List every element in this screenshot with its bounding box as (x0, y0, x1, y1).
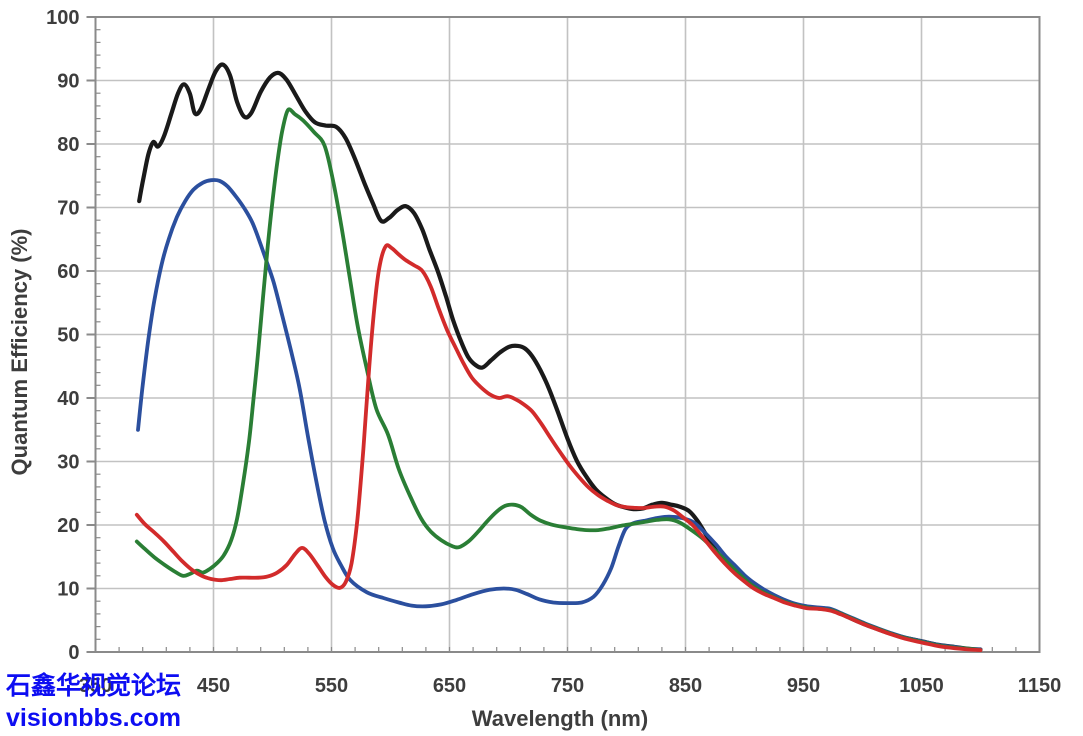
watermark-site-url: visionbbs.com (6, 704, 182, 732)
y-tick-label: 60 (57, 261, 79, 283)
y-tick-label: 0 (68, 642, 79, 664)
series-red-line (134, 243, 983, 652)
y-tick-label: 70 (57, 198, 79, 220)
y-axis-title: Quantum Efficiency (%) (7, 228, 32, 476)
x-tick-label: 550 (315, 675, 348, 697)
y-tick-label: 90 (57, 71, 79, 93)
x-tick-label: 1050 (899, 675, 944, 697)
y-tick-label: 80 (57, 134, 79, 156)
y-tick-label: 100 (46, 7, 79, 29)
x-tick-label: 1150 (1018, 675, 1061, 697)
x-axis-title: Wavelength (nm) (471, 706, 649, 731)
y-tick-label: 30 (57, 452, 79, 474)
series-mono-line (137, 62, 983, 652)
x-tick-label: 950 (787, 675, 820, 697)
watermark-forum-name: 石鑫华视觉论坛 (6, 672, 182, 700)
y-tick-label: 20 (57, 515, 79, 537)
x-tick-label: 750 (551, 675, 584, 697)
y-tick-label: 40 (57, 388, 79, 410)
y-tick-label: 50 (57, 325, 79, 347)
watermark: 石鑫华视觉论坛 visionbbs.com (6, 670, 181, 734)
x-tick-label: 850 (669, 675, 702, 697)
x-tick-label: 650 (433, 675, 466, 697)
series-green-line (134, 107, 983, 652)
x-tick-label: 450 (197, 675, 230, 697)
y-tick-label: 10 (57, 579, 79, 601)
x-tick-label: 350 (79, 675, 112, 697)
